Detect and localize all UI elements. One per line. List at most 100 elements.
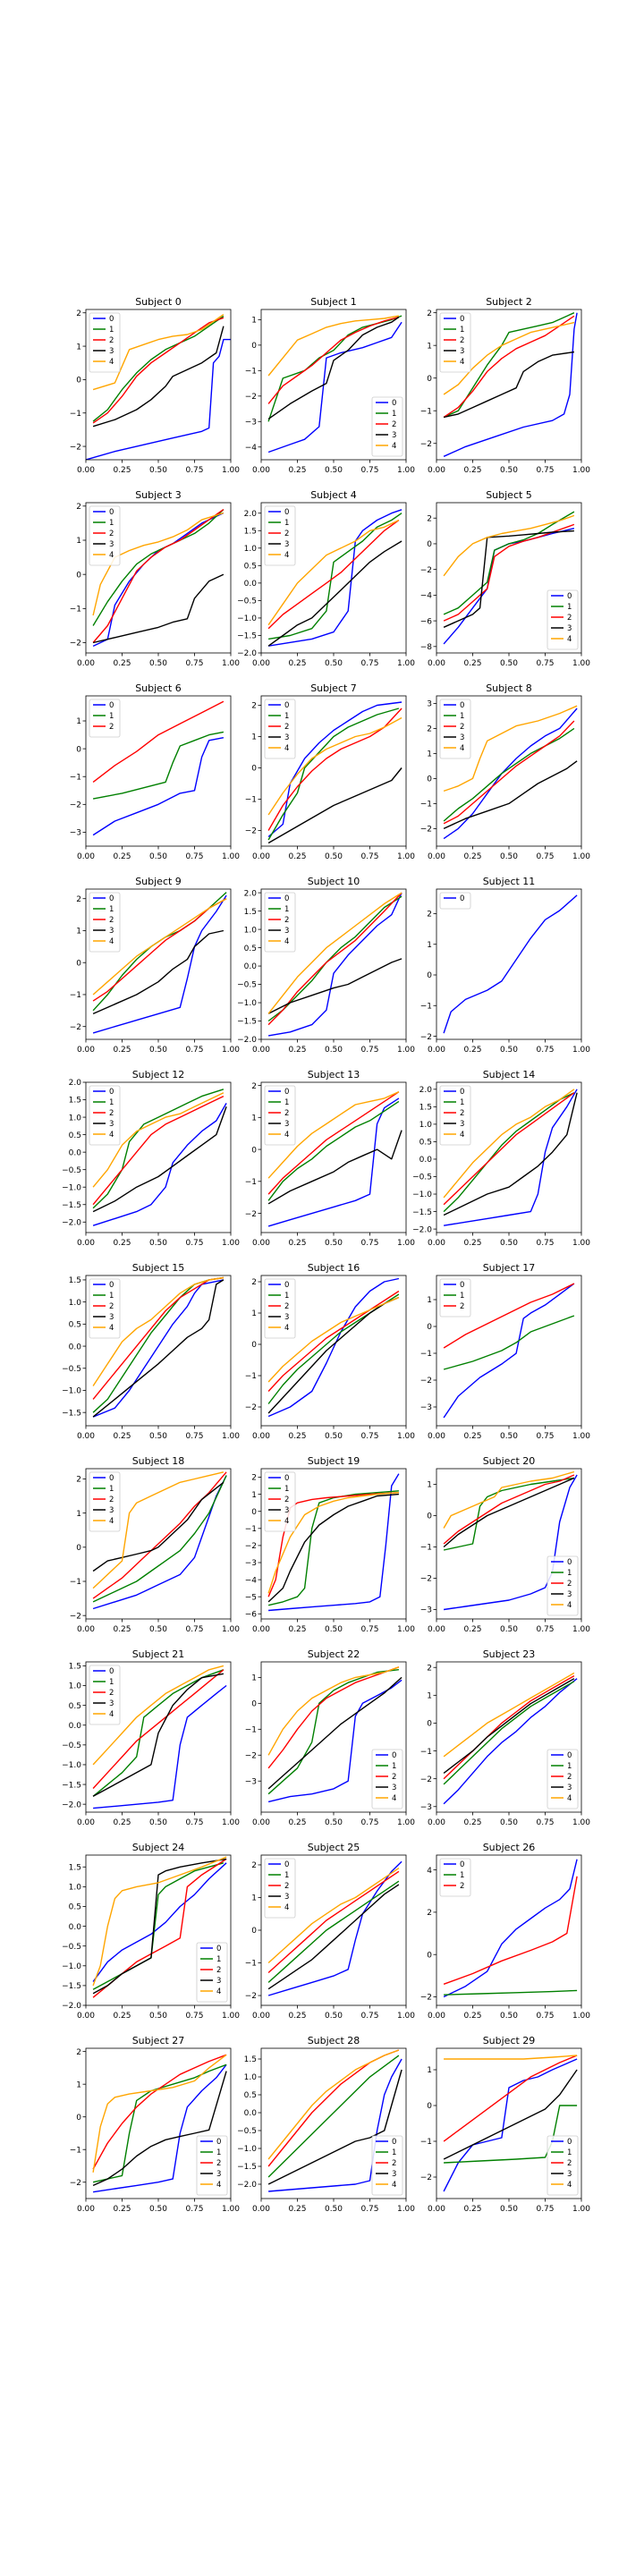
y-tick-label: 0.5 bbox=[244, 2091, 257, 2100]
legend-label: 1 bbox=[392, 1762, 396, 1771]
y-tick-label: 0 bbox=[76, 745, 81, 754]
subplot-title: Subject 17 bbox=[483, 1262, 536, 1274]
x-tick-label: 1.00 bbox=[222, 2012, 240, 2021]
x-tick-label: 0.50 bbox=[325, 659, 343, 668]
legend-box bbox=[547, 2135, 579, 2196]
y-tick-label: 1 bbox=[427, 1692, 432, 1701]
x-tick-label: 0.75 bbox=[185, 466, 203, 475]
subplot-title: Subject 27 bbox=[132, 2035, 185, 2046]
x-tick-label: 1.00 bbox=[397, 2205, 415, 2214]
series-line-4 bbox=[267, 1492, 399, 1594]
x-tick-label: 0.00 bbox=[428, 2205, 445, 2214]
legend-label: 4 bbox=[567, 1601, 572, 1610]
y-tick-label: 2 bbox=[427, 1909, 432, 1918]
legend-label: 3 bbox=[109, 540, 114, 549]
y-tick-label: −1 bbox=[245, 1726, 257, 1735]
y-tick-label: −0.5 bbox=[237, 2127, 257, 2136]
x-tick-label: 0.50 bbox=[325, 1432, 343, 1441]
y-tick-label: 1 bbox=[427, 1481, 432, 1490]
series-line-1 bbox=[267, 708, 400, 841]
x-tick-label: 0.50 bbox=[500, 2205, 518, 2214]
x-tick-label: 0.75 bbox=[185, 2205, 203, 2214]
legend-label: 3 bbox=[460, 347, 464, 356]
subplot-27: Subject 270.00 0.25 0.50 0.75 1.00−2−1012012… bbox=[70, 2035, 241, 2214]
y-tick-label: 1.0 bbox=[69, 1884, 82, 1893]
legend-label: 2 bbox=[284, 530, 289, 538]
subplot-title: Subject 18 bbox=[132, 1455, 185, 1467]
legend-label: 3 bbox=[392, 1784, 396, 1792]
y-tick-label: −2.0 bbox=[237, 2181, 257, 2190]
subplot-18: Subject 18 0.00 0.25 0.50 0.75 1.00 −2 −1 0 1 2 0 1 2… bbox=[70, 1455, 241, 1634]
x-tick-label: 0.00 bbox=[252, 1046, 270, 1055]
y-tick-label: 1 bbox=[427, 2066, 432, 2075]
series-line-2 bbox=[92, 700, 225, 783]
x-tick-label: 0.75 bbox=[536, 2012, 554, 2021]
x-tick-label: 0.00 bbox=[428, 2012, 445, 2021]
x-tick-label: 0.75 bbox=[360, 1818, 378, 1827]
series-line-2 bbox=[267, 892, 402, 1026]
series-line-4 bbox=[443, 514, 575, 577]
legend-label: 1 bbox=[392, 2148, 396, 2157]
series-line-3 bbox=[267, 1493, 399, 1603]
axes-frame bbox=[436, 2047, 582, 2199]
legend: 0 bbox=[439, 892, 471, 910]
y-tick-label: 0.5 bbox=[69, 1903, 81, 1912]
legend-label: 0 bbox=[284, 701, 289, 710]
x-tick-label: 0.00 bbox=[428, 1818, 445, 1827]
x-tick-label: 0.75 bbox=[185, 1046, 203, 1055]
y-tick-label: 1.0 bbox=[244, 2073, 258, 2082]
y-tick-label: −1 bbox=[420, 1002, 432, 1011]
y-tick-label: 0 bbox=[427, 1720, 432, 1729]
series-line-3 bbox=[267, 1130, 402, 1205]
x-tick-label: 0.00 bbox=[77, 852, 95, 861]
series-line-2 bbox=[443, 1674, 575, 1780]
legend-label: 0 bbox=[460, 1860, 464, 1869]
x-tick-label: 0.50 bbox=[325, 1239, 343, 1248]
x-tick-label: 0.75 bbox=[185, 1239, 203, 1248]
legend-label: 2 bbox=[460, 1302, 464, 1311]
x-tick-label: 0.50 bbox=[149, 852, 167, 861]
legend-label: 2 bbox=[460, 1109, 464, 1118]
x-tick-label: 0.75 bbox=[536, 1239, 554, 1248]
y-tick-label: 2 bbox=[427, 725, 432, 734]
legend-label: 0 bbox=[460, 315, 464, 324]
x-tick-label: 0.00 bbox=[252, 466, 270, 475]
series-line-4 bbox=[444, 2055, 578, 2060]
x-tick-label: 0.25 bbox=[288, 852, 306, 861]
series-line-2 bbox=[267, 1666, 400, 1769]
legend-label: 1 bbox=[460, 1292, 464, 1301]
x-tick-label: 1.00 bbox=[397, 466, 415, 475]
y-tick-label: 0.0 bbox=[69, 1343, 82, 1352]
x-tick-label: 0.50 bbox=[149, 1046, 167, 1055]
x-tick-label: 0.00 bbox=[428, 659, 445, 668]
x-tick-label: 0.75 bbox=[360, 2012, 378, 2021]
legend-box bbox=[439, 892, 471, 910]
legend-label: 2 bbox=[109, 1689, 114, 1698]
axes-frame bbox=[260, 888, 407, 1040]
y-tick-label: −1.5 bbox=[237, 2163, 257, 2172]
legend-label: 2 bbox=[109, 916, 114, 925]
series-line-4 bbox=[443, 1470, 575, 1529]
series-line-0 bbox=[443, 2058, 578, 2192]
legend-label: 0 bbox=[284, 894, 289, 903]
legend-label: 1 bbox=[460, 712, 464, 721]
series-line-3 bbox=[443, 1477, 575, 1548]
y-tick-label: 0.5 bbox=[244, 945, 257, 953]
legend-label: 0 bbox=[109, 1088, 114, 1097]
y-tick-label: 1 bbox=[427, 750, 432, 759]
subplot-title: Subject 0 bbox=[135, 296, 182, 308]
y-tick-label: −2 bbox=[420, 1775, 432, 1784]
series-line-3 bbox=[443, 1678, 575, 1774]
legend-box bbox=[439, 1085, 471, 1146]
x-tick-label: 0.75 bbox=[185, 852, 203, 861]
x-tick-label: 1.00 bbox=[222, 1818, 240, 1827]
series-line-3 bbox=[267, 316, 400, 419]
series-line-2 bbox=[92, 1669, 225, 1789]
legend-label: 4 bbox=[109, 1710, 114, 1719]
x-tick-label: 0.75 bbox=[185, 1432, 203, 1441]
legend-label: 1 bbox=[460, 1871, 464, 1880]
series-line-2 bbox=[443, 1474, 575, 1545]
legend-label: 2 bbox=[392, 2159, 396, 2168]
